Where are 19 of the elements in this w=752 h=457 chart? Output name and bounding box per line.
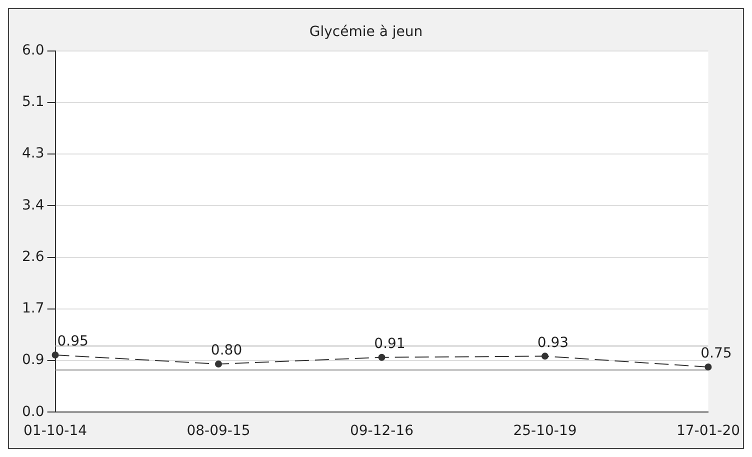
y-tick-label: 0.9 — [22, 352, 44, 368]
x-tick-label: 09-12-16 — [350, 423, 414, 440]
data-label: 0.95 — [57, 334, 88, 350]
y-tick-label: 3.4 — [22, 197, 44, 214]
y-tick-label: 5.1 — [22, 94, 44, 110]
x-tick-label: 17-01-20 — [676, 423, 740, 440]
x-tick-label: 01-10-14 — [23, 423, 88, 440]
chart-title: Glycémie à jeun — [309, 24, 423, 40]
y-tick-label: 2.6 — [22, 248, 44, 265]
data-label: 0.93 — [537, 334, 569, 351]
data-label: 0.91 — [374, 336, 406, 352]
data-label: 0.80 — [210, 342, 242, 359]
y-tick-label: 0.0 — [22, 404, 44, 420]
y-tick-label: 4.3 — [22, 146, 44, 162]
x-tick-label: 25-10-19 — [513, 423, 577, 440]
x-tick-label: 08-09-15 — [186, 423, 250, 440]
data-label: 0.75 — [700, 346, 732, 362]
y-tick-label: 6.0 — [22, 42, 44, 58]
y-tick-label: 1.7 — [22, 300, 44, 317]
